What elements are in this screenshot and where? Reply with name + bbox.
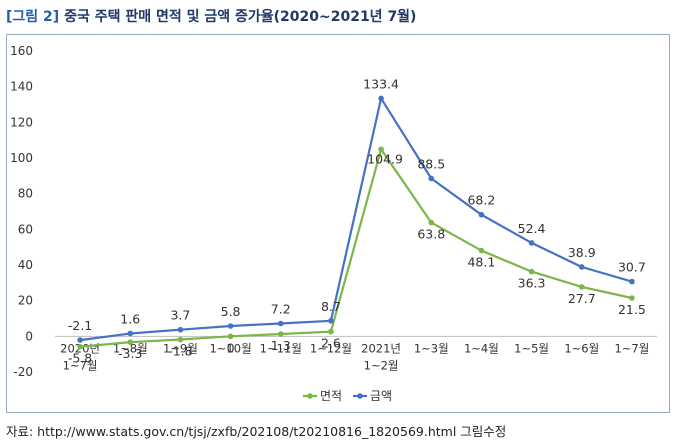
data-label: 0 <box>227 340 235 355</box>
y-tick-label: 140 <box>10 80 33 94</box>
data-point <box>127 330 134 337</box>
data-point <box>277 331 284 337</box>
data-label: 133.4 <box>363 76 399 91</box>
legend-label: 면적 <box>320 389 342 403</box>
legend-marker <box>307 393 313 399</box>
data-point <box>528 240 535 246</box>
data-point <box>478 211 485 218</box>
legend-label: 금액 <box>370 389 392 403</box>
data-point <box>378 146 384 153</box>
data-point <box>127 339 134 346</box>
data-point <box>77 343 83 350</box>
x-tick-label: 2021년 1~2월 <box>361 341 401 372</box>
y-tick-label: 60 <box>18 222 33 236</box>
x-tick-label: 1~8월 <box>113 341 148 355</box>
data-label: 1.6 <box>120 311 140 326</box>
data-label: 3.7 <box>170 308 190 323</box>
data-label: -2.1 <box>68 318 92 333</box>
y-tick-label: 120 <box>10 115 33 129</box>
data-point <box>227 333 234 340</box>
line-chart: 160140120100806040200-202020년1~7월1~8월1~9… <box>10 44 657 403</box>
y-tick-label: 160 <box>10 44 33 58</box>
y-tick-label: 40 <box>18 258 33 272</box>
data-point <box>578 284 585 290</box>
data-point <box>227 323 234 329</box>
data-label: 7.2 <box>271 301 291 316</box>
data-label: 38.9 <box>568 245 596 260</box>
data-label: 68.2 <box>467 193 495 208</box>
data-label: 8.7 <box>321 299 341 314</box>
x-tick-label: 1~3월 <box>414 341 449 355</box>
data-label: 48.1 <box>467 255 495 270</box>
data-label: 27.7 <box>568 291 596 306</box>
x-tick-label: 1~7월 <box>614 341 649 355</box>
data-point <box>277 320 284 327</box>
data-point <box>77 337 83 343</box>
source-note: 자료: http://www.stats.gov.cn/tjsj/zxfb/20… <box>6 424 507 439</box>
data-point <box>328 318 334 324</box>
x-tick-label: 1~11월 <box>260 341 302 355</box>
data-point <box>378 95 384 102</box>
series-line-1 <box>79 97 633 342</box>
data-label: -5.8 <box>68 351 92 366</box>
figure-label: [그림 2] <box>6 9 60 25</box>
y-tick-label: 20 <box>18 294 33 308</box>
data-label: -3.3 <box>118 346 142 361</box>
data-point <box>528 268 535 275</box>
y-tick-label: 0 <box>25 329 33 343</box>
data-label: 21.5 <box>618 302 646 317</box>
data-label: -1.8 <box>168 344 192 359</box>
data-point <box>328 328 334 335</box>
y-tick-label: 100 <box>10 151 33 165</box>
data-label: 1.3 <box>271 338 291 353</box>
data-label: 36.3 <box>518 276 546 291</box>
x-tick-label: 1~10월 <box>209 341 251 355</box>
x-tick-label: 1~9월 <box>163 341 198 355</box>
y-tick-label: -20 <box>13 365 33 379</box>
figure-title-text: 중국 주택 판매 면적 및 금액 증가율(2020~2021년 7월) <box>64 9 417 25</box>
data-point <box>428 219 435 226</box>
data-label: 2.6 <box>321 336 341 351</box>
data-point <box>629 278 635 285</box>
chart-panel: 160140120100806040200-202020년1~7월1~8월1~9… <box>6 34 670 413</box>
legend-marker <box>357 393 363 399</box>
data-label: 88.5 <box>417 157 445 172</box>
data-point <box>177 326 184 333</box>
data-label: 52.4 <box>518 221 546 236</box>
data-point <box>578 264 585 270</box>
data-point <box>478 247 485 254</box>
x-tick-label: 1~4월 <box>464 341 499 355</box>
x-tick-label: 1~6월 <box>564 341 599 355</box>
series-line-0 <box>80 148 633 348</box>
data-label: 5.8 <box>221 304 241 319</box>
y-tick-label: 80 <box>18 187 33 201</box>
data-label: 63.8 <box>417 227 445 242</box>
x-tick-label: 1~12월 <box>310 341 352 355</box>
data-point <box>428 175 435 182</box>
data-point <box>177 336 184 343</box>
data-label: 30.7 <box>618 260 646 275</box>
data-point <box>629 295 635 301</box>
figure-title: [그림 2] 중국 주택 판매 면적 및 금액 증가율(2020~2021년 7… <box>6 6 416 26</box>
x-tick-label: 1~5월 <box>514 341 549 355</box>
data-label: 104.9 <box>367 151 403 166</box>
